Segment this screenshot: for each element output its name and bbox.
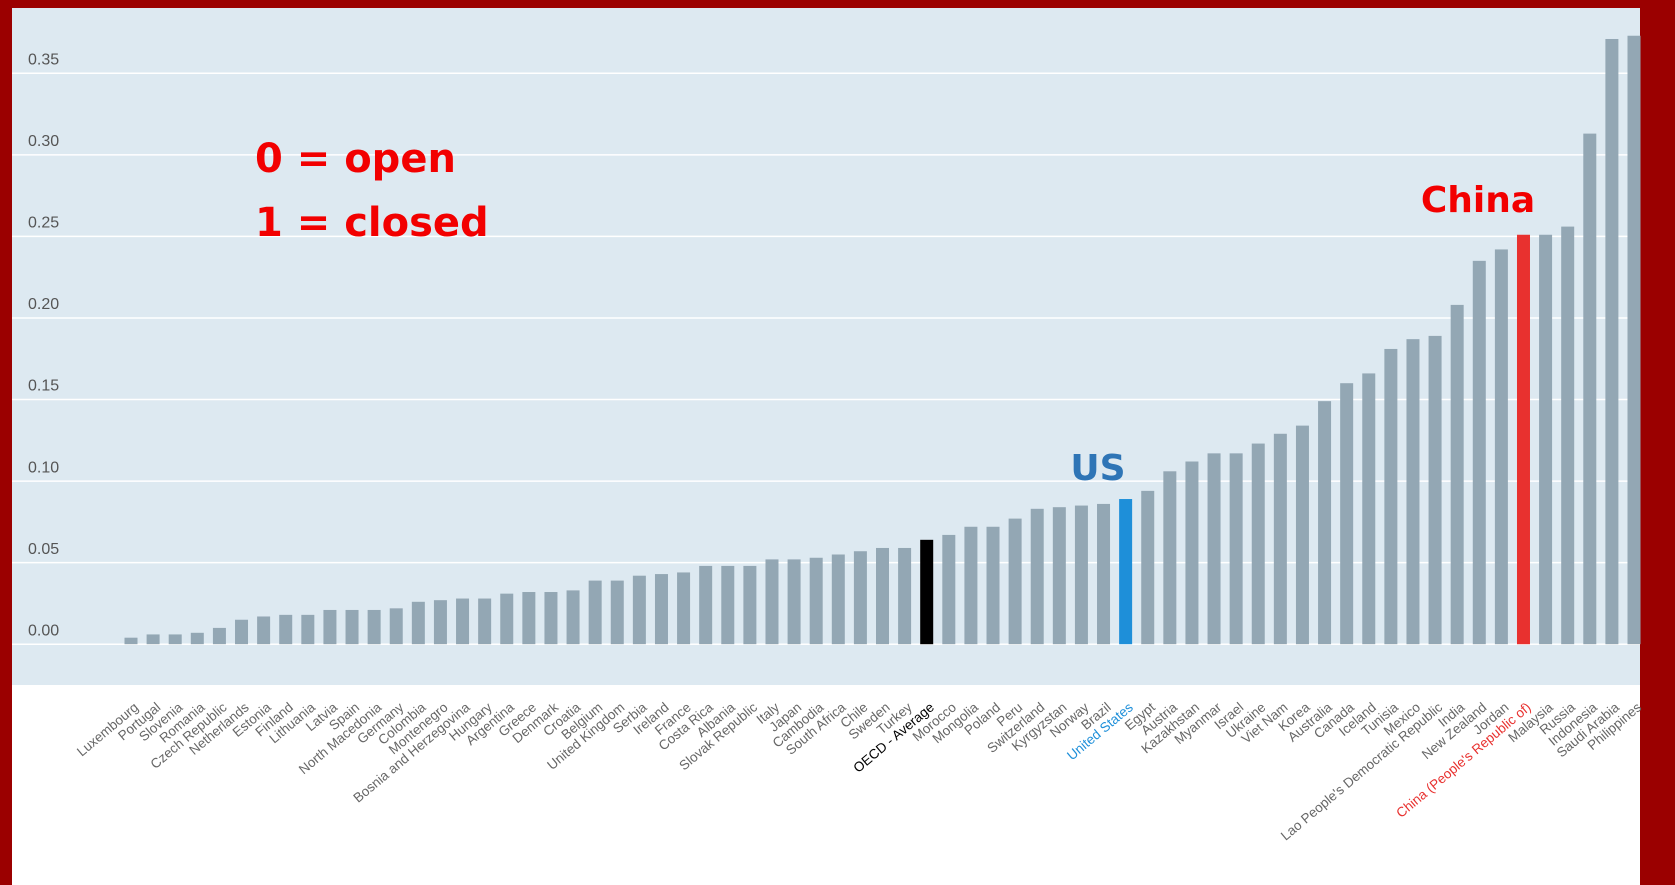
bar xyxy=(1561,226,1575,645)
y-tick-label: 0.25 xyxy=(28,215,59,232)
bar xyxy=(1605,38,1619,645)
bar xyxy=(433,600,447,645)
bar xyxy=(544,592,558,645)
bar xyxy=(1207,453,1221,645)
bar xyxy=(1141,490,1155,645)
bar xyxy=(721,565,735,645)
bar xyxy=(168,634,182,645)
bar xyxy=(301,614,315,645)
bar xyxy=(1318,401,1332,645)
bar xyxy=(809,557,823,645)
bar xyxy=(1163,471,1177,645)
bar xyxy=(323,609,337,645)
bar xyxy=(898,547,912,645)
bar xyxy=(1362,373,1376,645)
bar xyxy=(610,580,624,645)
bar xyxy=(1583,133,1597,645)
bar xyxy=(235,619,249,645)
bar xyxy=(964,526,978,645)
y-tick-label: 0.15 xyxy=(28,378,59,395)
bar xyxy=(1516,234,1530,645)
bar xyxy=(654,574,668,645)
bar xyxy=(986,526,1000,645)
bar xyxy=(1052,507,1066,645)
bar xyxy=(632,575,646,645)
bar xyxy=(831,554,845,645)
bar xyxy=(1119,499,1133,645)
bar xyxy=(588,580,602,645)
bar xyxy=(500,593,514,645)
bar xyxy=(699,565,713,645)
bar xyxy=(765,559,779,645)
bar xyxy=(478,598,492,645)
y-tick-label: 0.35 xyxy=(28,51,59,68)
bar xyxy=(876,547,889,645)
annotation: 1 = closed xyxy=(255,200,489,246)
bar xyxy=(1472,260,1486,645)
bar xyxy=(456,598,470,645)
bar xyxy=(190,632,204,645)
bar xyxy=(566,590,580,645)
bar xyxy=(1406,339,1420,645)
bar xyxy=(1008,518,1022,645)
annotation: US xyxy=(1070,448,1125,489)
annotation: China xyxy=(1421,180,1535,221)
y-tick-label: 0.10 xyxy=(28,459,59,476)
bar xyxy=(345,609,359,645)
bar xyxy=(1074,505,1088,645)
y-tick-label: 0.30 xyxy=(28,133,59,150)
bar xyxy=(942,534,956,645)
bar xyxy=(1340,383,1354,645)
bar xyxy=(743,565,757,645)
bar xyxy=(1229,453,1243,645)
bar xyxy=(1539,234,1553,645)
bar xyxy=(367,609,381,645)
bar xyxy=(124,637,138,645)
bar xyxy=(1251,443,1265,645)
bar xyxy=(920,539,934,645)
bar xyxy=(1273,433,1287,645)
y-tick-label: 0.05 xyxy=(28,541,59,558)
bar xyxy=(146,634,160,645)
bar xyxy=(1627,35,1641,645)
bar xyxy=(1450,304,1464,645)
bar xyxy=(1097,503,1111,645)
bar xyxy=(787,559,801,645)
annotation: 0 = open xyxy=(255,136,456,182)
bar xyxy=(1494,249,1508,645)
bar xyxy=(853,551,867,645)
bar xyxy=(389,608,403,645)
bar xyxy=(677,572,691,645)
bar xyxy=(1384,348,1398,645)
y-tick-label: 0.00 xyxy=(28,622,59,639)
bar xyxy=(1030,508,1044,645)
bar xyxy=(279,614,293,645)
bar xyxy=(1428,335,1442,645)
y-tick-label: 0.20 xyxy=(28,296,59,313)
bar xyxy=(1185,461,1199,645)
bar xyxy=(411,601,425,645)
bar xyxy=(212,627,226,645)
bar xyxy=(522,592,536,645)
bar xyxy=(257,616,271,645)
bar xyxy=(1295,425,1309,645)
